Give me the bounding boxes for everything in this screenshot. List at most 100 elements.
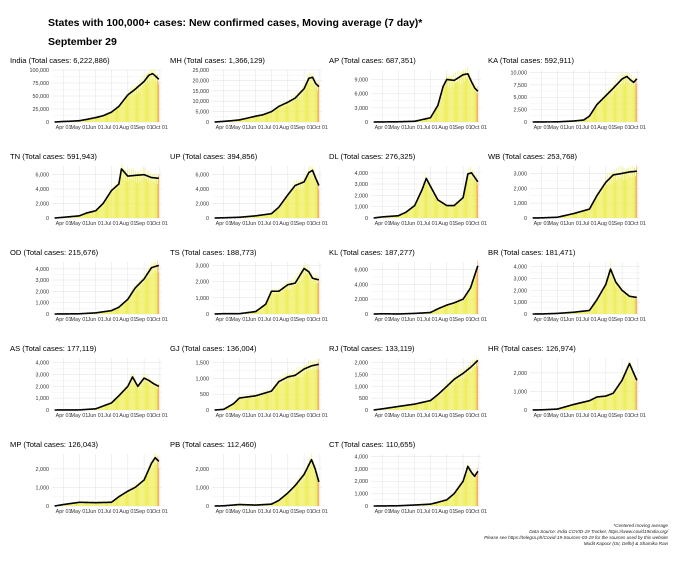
panel-title: BR (Total cases: 181,471) — [488, 248, 576, 257]
panel-plot: 0 1,000 2,000 3,000 Apr 01 May 01 Jun 01 Jul 01… — [514, 165, 646, 227]
panel-title: WB (Total cases: 253,768) — [488, 152, 578, 161]
chart-subtitle: September 29 — [48, 36, 117, 48]
x-tick-label: Jul 01 — [423, 509, 437, 515]
panel-ts: TS (Total cases: 188,773) 0 1,000 2,000 3,00… — [166, 248, 328, 344]
x-tick-label: Apr 01 — [534, 317, 550, 323]
x-tick-label: Oct 01 — [152, 317, 168, 323]
y-tick-label: 2,500 — [514, 108, 528, 114]
x-tick-label: Sep 01 — [455, 125, 472, 131]
x-tick-label: Oct 01 — [630, 413, 646, 419]
x-tick-label: Jul 01 — [264, 125, 278, 131]
y-tick-label: 0 — [206, 408, 209, 414]
panel-plot: 0 1,000 2,000 Apr 01 May 01 Jun 01 Jul 01 Aug 0… — [196, 453, 328, 515]
x-tick-label: Jul 01 — [582, 413, 596, 419]
x-tick-label: Jul 01 — [104, 125, 118, 131]
panel-title: OD (Total cases: 215,676) — [10, 248, 99, 257]
y-tick-label: 50,000 — [33, 94, 50, 100]
x-tick-label: May 01 — [231, 413, 249, 419]
moving-average-line — [532, 75, 638, 123]
panel-title: HR (Total cases: 126,974) — [488, 344, 576, 353]
y-tick-label: 2,000 — [355, 479, 369, 485]
panel-title: DL (Total cases: 276,325) — [329, 152, 416, 161]
panel-ka: KA (Total cases: 592,911) 0 2,500 5,000 7,50… — [484, 56, 646, 152]
x-tick-label: Sep 01 — [296, 125, 313, 131]
panel-title: PB (Total cases: 112,460) — [170, 440, 257, 449]
x-tick-label: Aug 01 — [279, 125, 296, 131]
x-tick-label: Jul 01 — [264, 509, 278, 515]
x-tick-label: Apr 01 — [375, 413, 391, 419]
y-tick-label: 2,000 — [514, 288, 528, 294]
y-tick-label: 3,000 — [514, 171, 528, 177]
x-tick-label: Sep 01 — [136, 413, 153, 419]
x-tick-label: Apr 01 — [216, 317, 232, 323]
y-tick-label: 0 — [524, 408, 527, 414]
x-tick-label: Apr 01 — [375, 221, 391, 227]
moving-average-line — [532, 268, 638, 315]
x-tick-label: Sep 01 — [614, 125, 631, 131]
x-tick-label: Apr 01 — [375, 317, 391, 323]
panel-kl: KL (Total cases: 187,277) 0 2,000 4,000 6,00… — [325, 248, 487, 344]
y-tick-label: 0 — [206, 504, 209, 510]
panel-plot: 0 2,500 5,000 7,500 10,000 Apr 01 May 01 Jun 01… — [511, 70, 646, 131]
panel-plot: 0 1,000 2,000 3,000 4,000 Apr 01 May 01 Jun 01 J… — [355, 166, 487, 227]
x-tick-label: Apr 01 — [56, 125, 72, 131]
x-tick-label: Aug 01 — [597, 413, 614, 419]
x-tick-label: May 01 — [231, 221, 249, 227]
y-tick-label: 2,000 — [355, 193, 369, 199]
x-tick-label: Apr 01 — [375, 509, 391, 515]
y-tick-label: 2,000 — [36, 202, 50, 208]
y-tick-label: 5,000 — [514, 95, 528, 101]
x-tick-label: Aug 01 — [279, 509, 296, 515]
x-tick-label: Oct 01 — [471, 317, 487, 323]
x-tick-label: Apr 01 — [534, 221, 550, 227]
x-tick-label: Aug 01 — [279, 221, 296, 227]
x-tick-label: Jun 01 — [566, 221, 582, 227]
y-tick-label: 9,000 — [355, 77, 369, 83]
y-tick-label: 2,000 — [196, 280, 210, 286]
y-tick-label: 7,500 — [514, 83, 528, 89]
x-tick-label: Aug 01 — [119, 125, 136, 131]
moving-average-line — [532, 362, 638, 411]
x-tick-label: Sep 01 — [136, 125, 153, 131]
panel-plot: 0 1,000 2,000 3,000 4,000 Apr 01 May 01 Jun 01 J… — [355, 454, 487, 515]
panel-plot: 0 5,000 10,000 15,000 20,000 25,000 Apr 01 May … — [193, 68, 328, 131]
panel-rj: RJ (Total cases: 133,119) 0 500 1,000 1,500 2… — [325, 344, 487, 440]
moving-average-line — [54, 264, 160, 315]
x-tick-label: Oct 01 — [630, 317, 646, 323]
panel-title: MH (Total cases: 1,366,129) — [170, 56, 265, 65]
moving-average-line — [214, 267, 320, 315]
panel-pb: PB (Total cases: 112,460) 0 1,000 2,000 Apr … — [166, 440, 328, 536]
x-tick-label: Oct 01 — [312, 509, 328, 515]
x-tick-label: Oct 01 — [630, 221, 646, 227]
panel-plot: 0 1,000 2,000 3,000 Apr 01 May 01 Jun 01 Jul 01… — [196, 262, 328, 323]
x-tick-label: Oct 01 — [152, 413, 168, 419]
y-tick-label: 6,000 — [196, 173, 210, 179]
x-tick-label: Jul 01 — [104, 509, 118, 515]
x-tick-label: Jul 01 — [423, 125, 437, 131]
x-tick-label: Jun 01 — [566, 413, 582, 419]
x-tick-label: Jun 01 — [88, 221, 104, 227]
x-tick-label: Apr 01 — [375, 125, 391, 131]
y-tick-label: 1,000 — [196, 296, 210, 302]
x-tick-label: Oct 01 — [152, 509, 168, 515]
panel-dl: DL (Total cases: 276,325) 0 1,000 2,000 3,00… — [325, 152, 487, 248]
x-tick-label: Jun 01 — [407, 125, 423, 131]
panel-ap: AP (Total cases: 687,351) 0 3,000 6,000 9,00… — [325, 56, 487, 152]
y-tick-label: 2,000 — [36, 384, 50, 390]
panel-up: UP (Total cases: 394,856) 0 2,000 4,000 6,00… — [166, 152, 328, 248]
x-tick-label: Sep 01 — [296, 221, 313, 227]
y-tick-label: 3,000 — [355, 106, 369, 112]
y-tick-label: 5,000 — [196, 110, 210, 116]
x-tick-label: May 01 — [71, 509, 89, 515]
y-tick-label: 0 — [46, 312, 49, 318]
panel-title: UP (Total cases: 394,856) — [170, 152, 258, 161]
y-tick-label: 10,000 — [511, 70, 528, 76]
panel-title: TN (Total cases: 591,943) — [10, 152, 97, 161]
x-tick-label: Aug 01 — [438, 509, 455, 515]
footnote-moving-average: *Centered moving average — [613, 523, 668, 528]
y-tick-label: 1,000 — [36, 396, 50, 402]
x-tick-label: Sep 01 — [455, 221, 472, 227]
panel-br: BR (Total cases: 181,471) 0 1,000 2,000 3,00… — [484, 248, 646, 344]
x-tick-label: Oct 01 — [312, 413, 328, 419]
panel-mp: MP (Total cases: 126,043) 0 1,000 2,000 Apr … — [6, 440, 168, 536]
